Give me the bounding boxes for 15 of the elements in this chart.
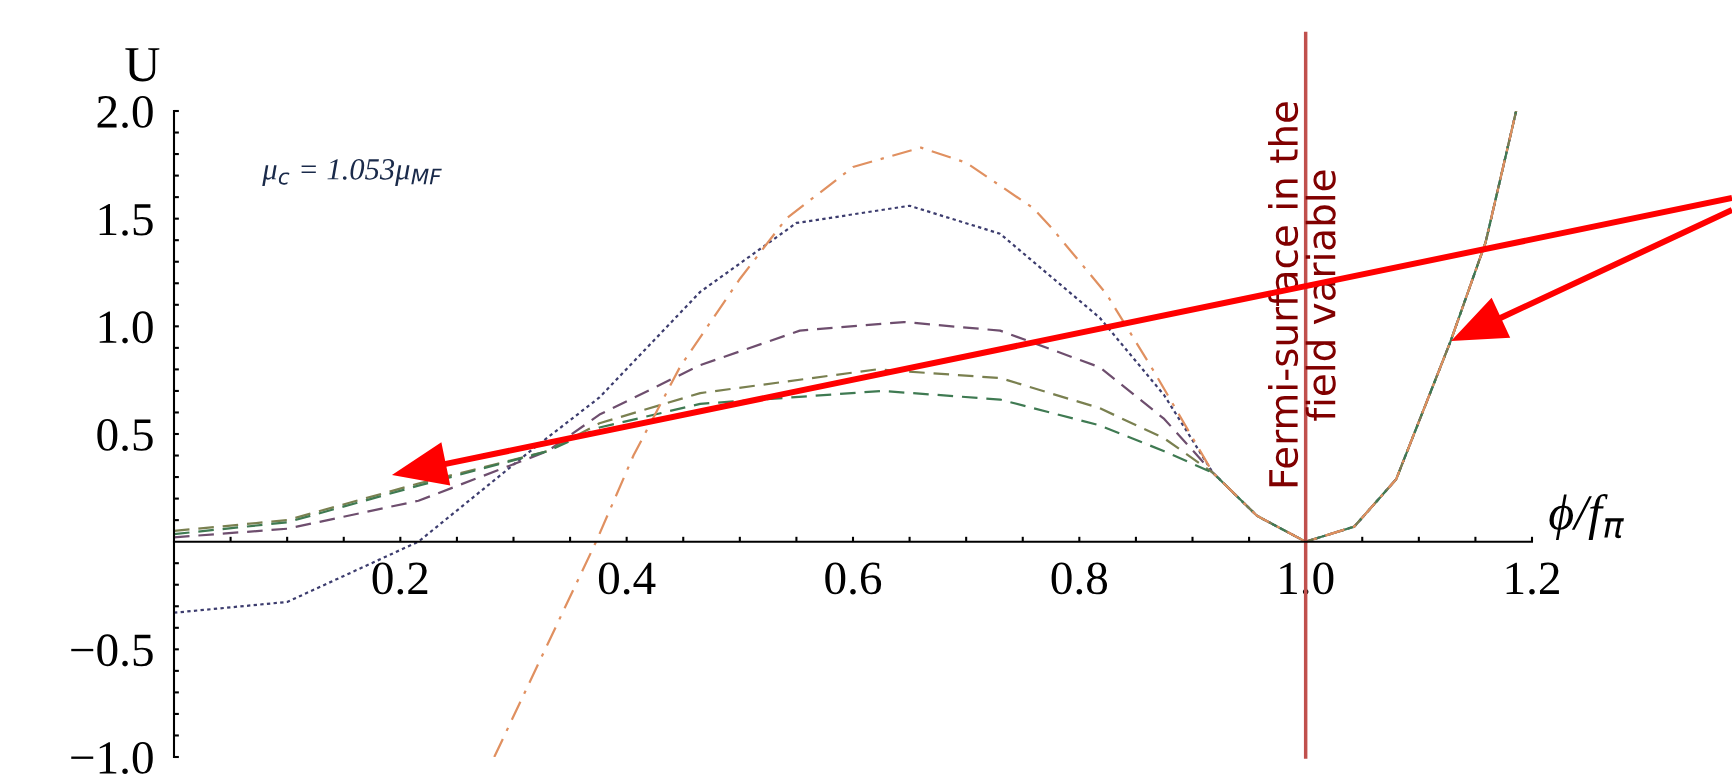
ref-line-label: Fermi-surface in the field variable <box>1268 102 1336 487</box>
x-axis-title: ϕ/f$_{π}$ <box>1549 494 1624 540</box>
y-tick-label: 0.5 <box>97 418 153 452</box>
y-tick-label: −0.5 <box>71 634 153 667</box>
y-tick-label: 1.5 <box>99 203 153 236</box>
annotation: μ$_{c}$ = 1.053μ$_{MF}$ <box>262 159 442 186</box>
y-axis-title: U <box>125 48 160 82</box>
x-tick-label: 0.6 <box>825 562 882 595</box>
x-tick-label: 1.2 <box>1506 562 1559 595</box>
x-tick-label: 0.8 <box>1051 562 1108 595</box>
y-tick-label: 2.0 <box>97 95 153 129</box>
x-tick-label: 0.4 <box>598 562 656 595</box>
y-tick-label: 1.0 <box>99 311 153 344</box>
y-tick-label: −1.0 <box>71 741 153 775</box>
x-tick-label: 0.2 <box>372 562 428 595</box>
